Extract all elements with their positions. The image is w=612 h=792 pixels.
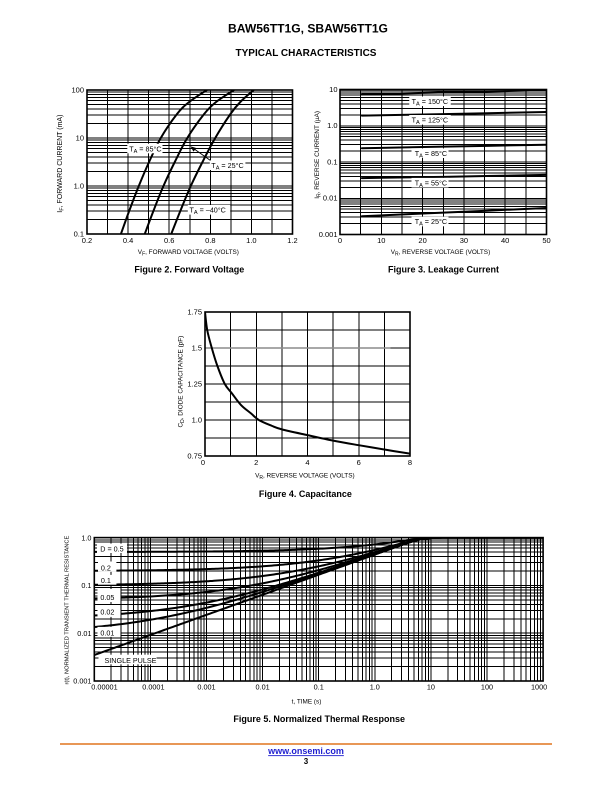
svg-text:50: 50 xyxy=(542,236,550,245)
svg-text:TA​ = 150°C: TA​ = 150°C xyxy=(412,97,448,108)
svg-text:VF​, FORWARD VOLTAGE (VOLTS): VF​, FORWARD VOLTAGE (VOLTS) xyxy=(138,249,239,258)
svg-text:0.05: 0.05 xyxy=(100,593,114,602)
svg-text:r(t), NORMALIZED TRANSIENT THE: r(t), NORMALIZED TRANSIENT THERMAL RESIS… xyxy=(64,535,70,684)
svg-text:6: 6 xyxy=(357,458,361,467)
svg-text:0: 0 xyxy=(338,236,342,245)
svg-text:1.25: 1.25 xyxy=(187,379,202,388)
svg-text:0.8: 0.8 xyxy=(205,236,215,245)
svg-text:Figure 5. Normalized Thermal R: Figure 5. Normalized Thermal Response xyxy=(233,714,405,724)
svg-text:0.4: 0.4 xyxy=(123,236,133,245)
svg-text:TA​ = 125°C: TA​ = 125°C xyxy=(412,116,448,127)
svg-text:0.1: 0.1 xyxy=(81,581,91,590)
svg-text:D = 0.5: D = 0.5 xyxy=(100,544,123,553)
svg-text:t, TIME (s): t, TIME (s) xyxy=(292,699,322,706)
svg-text:30: 30 xyxy=(460,236,468,245)
svg-text:IR​, REVERSE CURRENT (µA): IR​, REVERSE CURRENT (µA) xyxy=(314,111,323,199)
svg-text:100: 100 xyxy=(71,85,84,94)
svg-text:0.01: 0.01 xyxy=(255,683,269,692)
svg-text:1.0: 1.0 xyxy=(192,415,202,424)
svg-text:1.0: 1.0 xyxy=(81,533,91,542)
svg-text:Figure 4. Capacitance: Figure 4. Capacitance xyxy=(259,489,352,499)
svg-text:VR​, REVERSE VOLTAGE (VOLTS): VR​, REVERSE VOLTAGE (VOLTS) xyxy=(255,472,355,481)
svg-text:10: 10 xyxy=(427,683,435,692)
svg-text:0.6: 0.6 xyxy=(164,236,174,245)
svg-text:TA​ = –40°C: TA​ = –40°C xyxy=(190,206,226,217)
svg-text:TA​ = 25°C: TA​ = 25°C xyxy=(415,217,447,228)
svg-text:0.1: 0.1 xyxy=(101,576,111,585)
svg-text:1.0: 1.0 xyxy=(74,181,84,190)
svg-text:0.1: 0.1 xyxy=(327,157,337,166)
svg-text:3: 3 xyxy=(304,757,309,766)
svg-text:0.1: 0.1 xyxy=(74,229,84,238)
svg-text:CD​, DIODE CAPACITANCE (pF): CD​, DIODE CAPACITANCE (pF) xyxy=(177,336,186,428)
svg-text:0.1: 0.1 xyxy=(314,683,324,692)
svg-text:1.5: 1.5 xyxy=(192,343,202,352)
svg-text:TA​ = 55°C: TA​ = 55°C xyxy=(415,178,447,189)
svg-text:10: 10 xyxy=(329,85,337,94)
svg-text:SINGLE PULSE: SINGLE PULSE xyxy=(105,656,157,665)
svg-text:Figure 2. Forward Voltage: Figure 2. Forward Voltage xyxy=(134,264,244,274)
svg-text:0.2: 0.2 xyxy=(82,236,92,245)
svg-text:1.0: 1.0 xyxy=(327,121,337,130)
svg-text:TA​ = 25°C: TA​ = 25°C xyxy=(211,161,243,172)
svg-text:0.01: 0.01 xyxy=(100,628,114,637)
svg-text:1.2: 1.2 xyxy=(287,236,297,245)
svg-text:40: 40 xyxy=(501,236,509,245)
svg-text:10: 10 xyxy=(377,236,385,245)
svg-text:TYPICAL CHARACTERISTICS: TYPICAL CHARACTERISTICS xyxy=(236,48,377,59)
svg-text:IF​, FORWARD CURRENT (mA): IF​, FORWARD CURRENT (mA) xyxy=(57,115,66,213)
svg-text:100: 100 xyxy=(481,683,493,692)
svg-text:8: 8 xyxy=(408,458,412,467)
svg-text:0.00001: 0.00001 xyxy=(91,683,117,692)
svg-text:0.0001: 0.0001 xyxy=(142,683,164,692)
svg-text:VR​, REVERSE VOLTAGE (VOLTS): VR​, REVERSE VOLTAGE (VOLTS) xyxy=(391,249,491,258)
svg-text:BAW56TT1G, SBAW56TT1G: BAW56TT1G, SBAW56TT1G xyxy=(228,21,388,35)
svg-text:1.0: 1.0 xyxy=(246,236,256,245)
svg-text:0.001: 0.001 xyxy=(319,230,338,239)
svg-text:0.001: 0.001 xyxy=(197,683,215,692)
svg-text:10: 10 xyxy=(76,133,84,142)
svg-text:0: 0 xyxy=(201,458,205,467)
svg-text:0.001: 0.001 xyxy=(73,677,91,686)
svg-text:0.75: 0.75 xyxy=(187,451,202,460)
svg-text:20: 20 xyxy=(418,236,426,245)
svg-text:Figure 3. Leakage Current: Figure 3. Leakage Current xyxy=(388,264,499,274)
svg-text:0.2: 0.2 xyxy=(101,564,111,573)
svg-text:TA​ = 85°C: TA​ = 85°C xyxy=(415,149,447,160)
svg-text:1.0: 1.0 xyxy=(370,683,380,692)
svg-text:www.onsemi.com: www.onsemi.com xyxy=(267,746,344,756)
svg-text:0.02: 0.02 xyxy=(100,607,114,616)
svg-text:2: 2 xyxy=(254,458,258,467)
svg-text:0.01: 0.01 xyxy=(323,194,338,203)
svg-text:0.01: 0.01 xyxy=(77,629,91,638)
svg-text:4: 4 xyxy=(305,458,309,467)
svg-text:1000: 1000 xyxy=(531,683,547,692)
svg-text:TA​ = 85°C: TA​ = 85°C xyxy=(129,144,161,155)
svg-text:1.75: 1.75 xyxy=(187,307,202,316)
